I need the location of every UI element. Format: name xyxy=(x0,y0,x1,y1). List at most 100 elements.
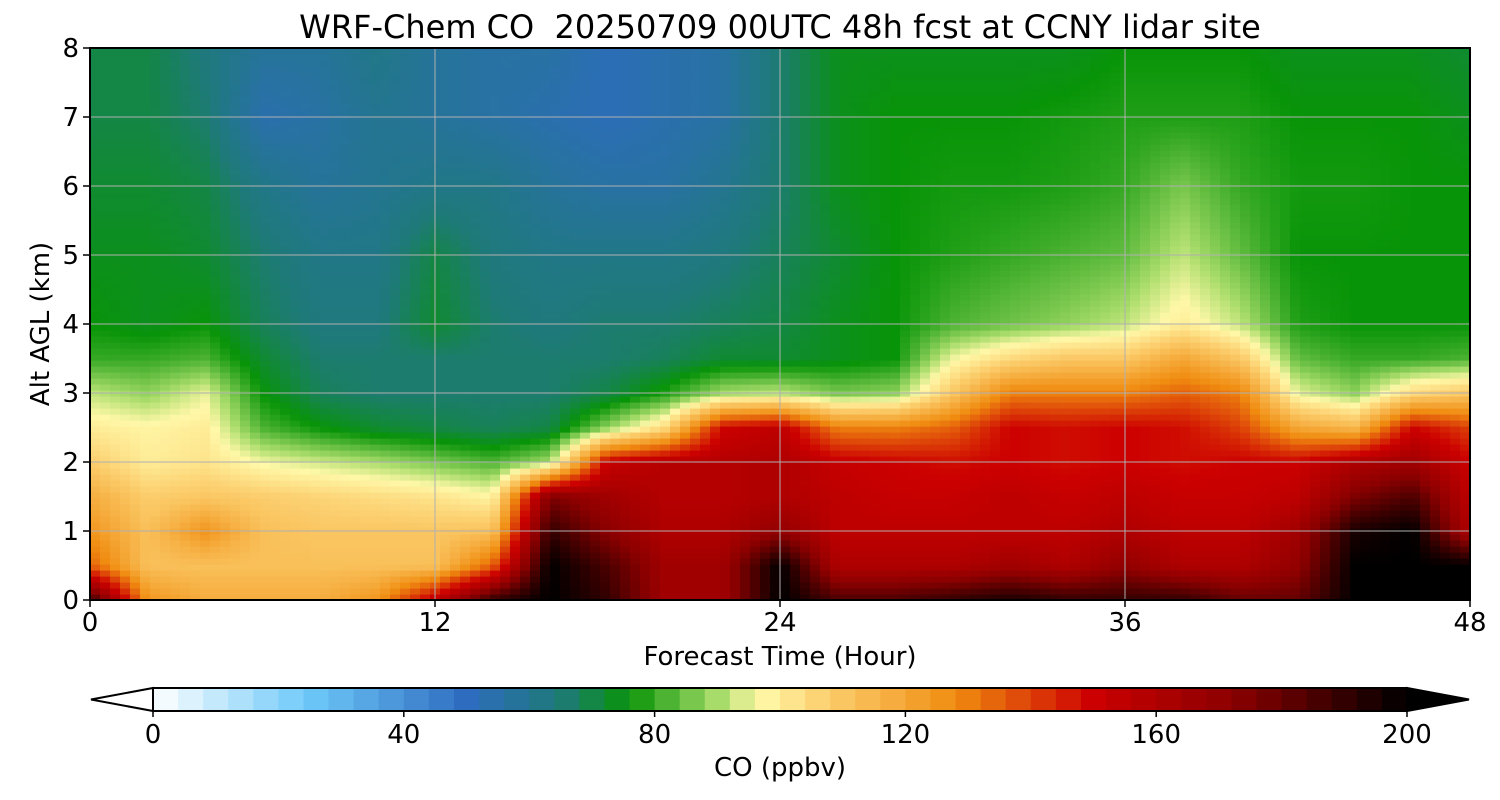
field-cell xyxy=(500,414,511,421)
field-cell xyxy=(550,534,561,541)
field-cell xyxy=(370,504,381,511)
field-cell xyxy=(580,510,591,517)
field-cell xyxy=(970,564,981,571)
field-cell xyxy=(1200,492,1211,499)
field-cell xyxy=(1010,504,1021,511)
field-cell xyxy=(470,450,481,457)
field-cell xyxy=(420,474,431,481)
field-cell xyxy=(930,468,941,475)
field-cell xyxy=(150,438,161,445)
field-cell xyxy=(210,462,221,469)
field-cell xyxy=(1450,558,1461,565)
field-cell xyxy=(320,492,331,499)
field-cell xyxy=(1450,450,1461,457)
field-cell xyxy=(320,444,331,451)
field-cell xyxy=(580,414,591,421)
field-cell xyxy=(1450,480,1461,487)
field-cell xyxy=(600,534,611,541)
field-cell xyxy=(400,498,411,505)
field-cell xyxy=(890,498,901,505)
field-cell xyxy=(270,582,281,589)
field-cell xyxy=(230,522,241,529)
field-cell xyxy=(360,468,371,475)
field-cell xyxy=(1280,594,1291,600)
field-cell xyxy=(120,534,131,541)
field-cell xyxy=(310,480,321,487)
field-cell xyxy=(1220,432,1231,439)
field-cell xyxy=(350,462,361,469)
field-cell xyxy=(1330,588,1341,595)
field-cell xyxy=(460,576,471,583)
field-cell xyxy=(1380,552,1391,559)
field-cell xyxy=(800,522,811,529)
field-cell xyxy=(640,462,651,469)
field-cell xyxy=(760,462,771,469)
field-cell xyxy=(1010,534,1021,541)
field-cell xyxy=(1450,468,1461,475)
field-cell xyxy=(560,504,571,511)
field-cell xyxy=(460,462,471,469)
field-cell xyxy=(560,564,571,571)
field-cell xyxy=(1160,576,1171,583)
field-cell xyxy=(570,492,581,499)
field-cell xyxy=(180,402,191,409)
field-cell xyxy=(1190,498,1201,505)
field-cell xyxy=(230,546,241,553)
field-cell xyxy=(1050,444,1061,451)
field-cell xyxy=(1370,540,1381,547)
field-cell xyxy=(1130,540,1141,547)
field-cell xyxy=(670,396,681,403)
field-cell xyxy=(850,474,861,481)
field-cell xyxy=(1110,570,1121,577)
field-cell xyxy=(1310,582,1321,589)
field-cell xyxy=(920,456,931,463)
field-cell xyxy=(950,546,961,553)
field-cell xyxy=(820,384,831,391)
field-cell xyxy=(1000,540,1011,547)
field-cell xyxy=(890,480,901,487)
field-cell xyxy=(180,504,191,511)
field-cell xyxy=(1440,426,1451,433)
field-cell xyxy=(690,510,701,517)
field-cell xyxy=(710,384,721,391)
field-cell xyxy=(1040,516,1051,523)
field-cell xyxy=(110,474,121,481)
field-cell xyxy=(840,558,851,565)
field-cell xyxy=(1150,414,1161,421)
field-cell xyxy=(390,534,401,541)
field-cell xyxy=(760,546,771,553)
field-cell xyxy=(320,468,331,475)
field-cell xyxy=(1040,504,1051,511)
field-cell xyxy=(1070,498,1081,505)
field-cell xyxy=(640,456,651,463)
field-cell xyxy=(1270,468,1281,475)
field-cell xyxy=(130,576,141,583)
field-cell xyxy=(600,432,611,439)
field-cell xyxy=(1250,384,1261,391)
field-cell xyxy=(540,474,551,481)
field-cell xyxy=(620,594,631,600)
field-cell xyxy=(230,474,241,481)
field-cell xyxy=(960,396,971,403)
field-cell xyxy=(730,588,741,595)
field-cell xyxy=(1100,516,1111,523)
field-cell xyxy=(1060,414,1071,421)
field-cell xyxy=(770,420,781,427)
field-cell xyxy=(250,408,261,415)
field-cell xyxy=(680,510,691,517)
field-cell xyxy=(1260,522,1271,529)
field-cell xyxy=(110,534,121,541)
field-cell xyxy=(650,534,661,541)
field-cell xyxy=(680,474,691,481)
field-cell xyxy=(180,450,191,457)
field-cell xyxy=(1000,432,1011,439)
field-cell xyxy=(100,564,111,571)
field-cell xyxy=(1380,444,1391,451)
field-cell xyxy=(1310,588,1321,595)
field-cell xyxy=(370,564,381,571)
field-cell xyxy=(1270,486,1281,493)
field-cell xyxy=(700,408,711,415)
field-cell xyxy=(130,492,141,499)
field-cell xyxy=(110,594,121,600)
field-cell xyxy=(1060,582,1071,589)
